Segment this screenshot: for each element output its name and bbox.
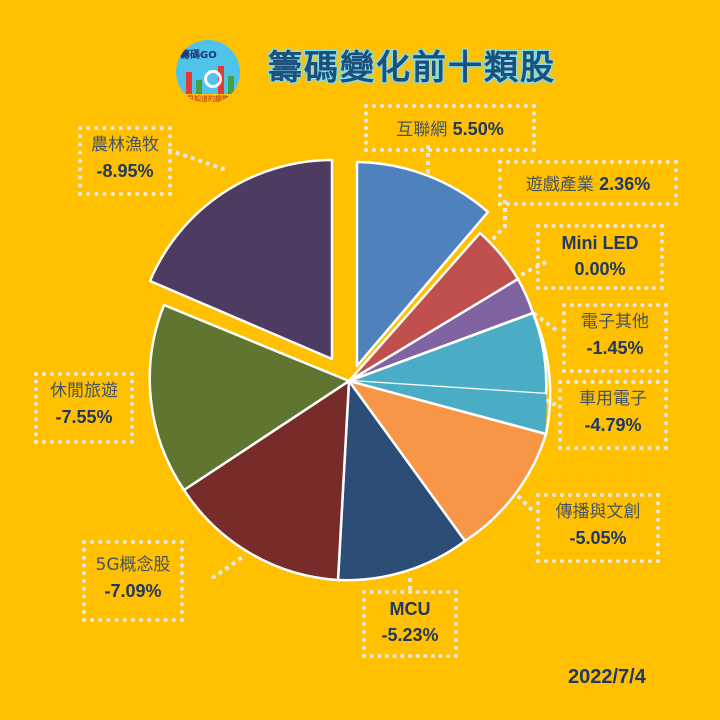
label-elec-other: 電子其他 -1.45%	[562, 303, 668, 373]
logo-bar-icon	[228, 76, 234, 94]
label-leisure: 休閒旅遊 -7.55%	[34, 372, 134, 444]
date-label: 2022/7/4	[568, 666, 646, 688]
slice-mcu	[336, 379, 467, 582]
label-agri: 農林漁牧 -8.95%	[78, 126, 172, 196]
slice-leisure	[148, 303, 351, 492]
label-internet: 互聯網 5.50%	[364, 104, 536, 152]
label-mcu: MCU -5.23%	[362, 590, 458, 658]
logo-bar-icon	[186, 72, 192, 94]
label-media: 傳播與文創 -5.05%	[536, 493, 660, 563]
slice-agri	[148, 158, 334, 361]
slice-media	[347, 379, 548, 543]
page-title: 籌碼變化前十類股	[268, 48, 556, 88]
logo-bar-icon	[196, 80, 202, 94]
label-gaming: 遊戲產業 2.36%	[498, 160, 678, 206]
label-auto-elec: 車用電子 -4.79%	[558, 380, 668, 450]
label-5g: 5G概念股 -7.09%	[82, 540, 184, 622]
slice-internet	[355, 160, 490, 368]
logo-subtext: 早知道的趨勢	[176, 94, 240, 104]
pie-slices	[148, 158, 552, 582]
slice-5g	[182, 379, 351, 582]
logo: 籌碼GO 早知道的趨勢	[176, 40, 240, 104]
magnifier-icon	[204, 70, 222, 88]
label-miniled: Mini LED 0.00%	[536, 224, 664, 290]
logo-text: 籌碼GO	[180, 50, 217, 61]
